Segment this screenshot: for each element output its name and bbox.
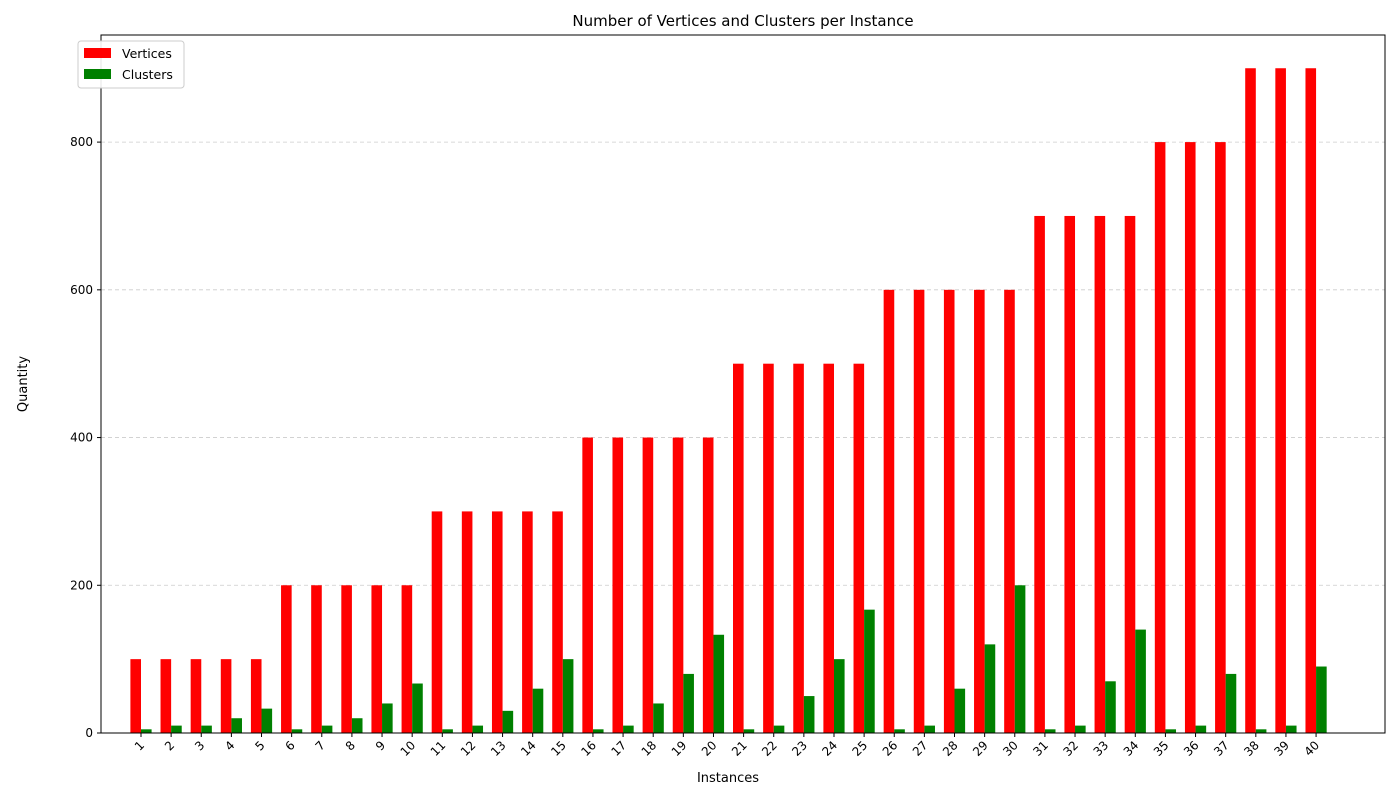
bar-vertices-14 [522, 511, 533, 733]
bar-clusters-24 [833, 659, 845, 733]
chart-title: Number of Vertices and Clusters per Inst… [572, 12, 913, 30]
y-tick-label: 0 [85, 726, 93, 740]
bar-clusters-10 [412, 683, 423, 733]
bar-clusters-1 [141, 729, 152, 733]
bar-vertices-25 [853, 363, 865, 733]
bar-clusters-37 [1225, 673, 1237, 733]
bar-clusters-30 [1014, 585, 1026, 733]
bar-vertices-35 [1154, 142, 1166, 734]
y-axis-label: Quantity [16, 356, 31, 412]
bar-clusters-21 [743, 729, 755, 733]
bar-vertices-24 [823, 363, 834, 733]
bar-vertices-28 [943, 289, 955, 733]
bar-clusters-26 [894, 729, 905, 733]
bar-vertices-18 [642, 437, 654, 733]
bar-vertices-37 [1215, 142, 1226, 734]
bar-clusters-35 [1165, 729, 1177, 733]
bar-vertices-8 [341, 585, 352, 733]
bar-vertices-26 [883, 289, 895, 733]
bar-clusters-2 [171, 725, 182, 733]
bar-vertices-38 [1245, 68, 1256, 734]
bar-vertices-31 [1034, 215, 1045, 733]
bar-vertices-40 [1305, 68, 1317, 734]
bar-vertices-29 [974, 289, 985, 733]
bar-clusters-23 [803, 696, 815, 733]
bar-clusters-38 [1255, 729, 1267, 733]
bars-group [130, 68, 1327, 734]
bar-clusters-36 [1195, 725, 1207, 733]
bar-clusters-31 [1044, 729, 1056, 733]
bar-vertices-21 [733, 363, 744, 733]
legend-label-vertices: Vertices [122, 46, 172, 61]
y-tick-label: 800 [70, 135, 93, 149]
grid-lines [101, 141, 1385, 586]
bar-clusters-40 [1316, 666, 1327, 733]
bar-clusters-22 [773, 725, 785, 733]
bar-vertices-32 [1064, 215, 1076, 733]
bar-vertices-12 [461, 511, 473, 733]
y-tick-label: 400 [70, 431, 93, 445]
bar-vertices-16 [582, 437, 593, 733]
bar-vertices-11 [431, 511, 443, 733]
y-tick-label: 600 [70, 283, 93, 297]
bar-vertices-36 [1184, 142, 1196, 734]
bar-vertices-9 [371, 585, 383, 733]
legend-swatch-vertices [84, 48, 111, 58]
bar-clusters-34 [1135, 629, 1146, 733]
bar-clusters-13 [502, 710, 514, 733]
bar-vertices-17 [612, 437, 624, 733]
bar-clusters-5 [261, 708, 273, 733]
bar-clusters-27 [924, 725, 935, 733]
bar-clusters-29 [984, 644, 996, 733]
y-tick-label: 200 [70, 578, 93, 592]
bar-clusters-39 [1285, 725, 1297, 733]
bar-vertices-20 [702, 437, 714, 733]
bar-vertices-13 [491, 511, 503, 733]
bar-clusters-14 [532, 688, 544, 733]
bar-vertices-5 [250, 659, 262, 733]
bar-clusters-12 [472, 725, 484, 733]
y-axis-ticks: 0 200 400 600 800 [70, 135, 101, 740]
bar-clusters-6 [291, 729, 303, 733]
bar-vertices-4 [220, 659, 232, 733]
bar-clusters-28 [954, 688, 966, 733]
bar-vertices-30 [1004, 289, 1015, 733]
bar-clusters-8 [351, 718, 363, 733]
bar-vertices-27 [913, 289, 925, 733]
bar-clusters-3 [201, 725, 212, 733]
x-axis-label: Instances [697, 771, 759, 786]
legend: Vertices Clusters [77, 40, 185, 89]
bar-clusters-9 [382, 703, 393, 733]
bar-vertices-3 [190, 659, 202, 733]
bar-vertices-23 [793, 363, 804, 733]
bar-vertices-10 [401, 585, 413, 733]
bar-vertices-15 [552, 511, 563, 733]
bar-vertices-7 [311, 585, 322, 733]
legend-swatch-clusters [84, 69, 111, 79]
bar-clusters-11 [442, 729, 453, 733]
bar-clusters-33 [1105, 681, 1116, 733]
plot-frame [100, 34, 1386, 734]
bar-vertices-34 [1124, 215, 1136, 733]
bar-clusters-32 [1075, 725, 1086, 733]
bar-clusters-16 [592, 729, 604, 733]
bar-clusters-17 [623, 725, 634, 733]
bar-vertices-22 [763, 363, 774, 733]
bar-vertices-2 [160, 659, 172, 733]
bar-clusters-4 [231, 718, 242, 733]
bar-clusters-19 [683, 673, 694, 733]
bar-clusters-25 [864, 609, 875, 733]
bar-vertices-1 [130, 659, 141, 733]
bar-clusters-7 [321, 725, 333, 733]
bar-clusters-15 [562, 659, 574, 733]
bar-vertices-19 [672, 437, 684, 733]
bar-vertices-6 [281, 585, 292, 733]
bar-vertices-33 [1094, 215, 1106, 733]
bar-clusters-20 [713, 634, 725, 733]
bar-clusters-18 [653, 703, 664, 733]
legend-label-clusters: Clusters [122, 67, 173, 82]
bar-vertices-39 [1275, 68, 1286, 734]
